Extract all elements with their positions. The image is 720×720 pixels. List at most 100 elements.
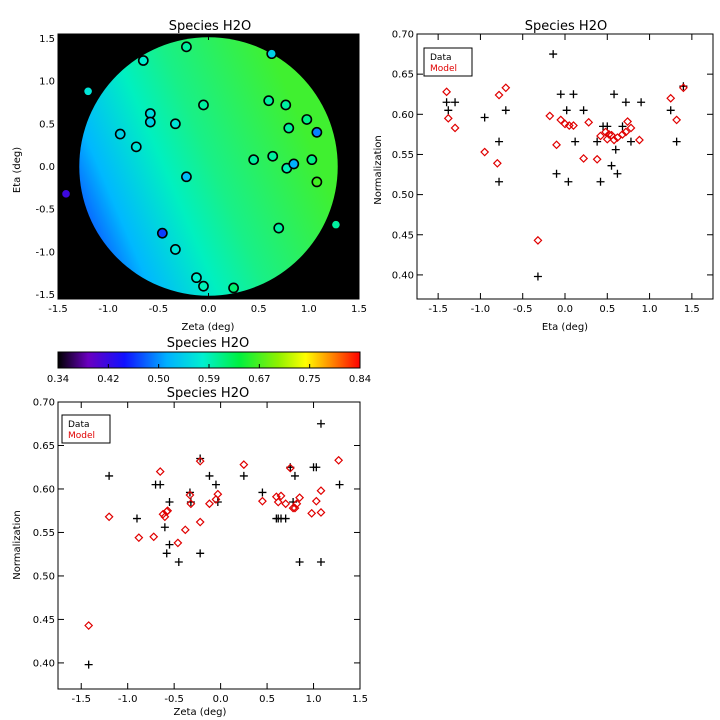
zeta-data-marker	[295, 558, 304, 567]
eta-xtick-label: 0.5	[599, 304, 615, 315]
eta-data-marker	[495, 137, 504, 146]
eta-model-marker	[579, 154, 589, 163]
eta-ylabel: Normalization	[373, 135, 384, 205]
map-data-point	[114, 128, 126, 140]
map-ytick-label: -0.5	[35, 205, 55, 216]
map-xtick-label: 0.5	[251, 304, 267, 315]
map-data-point	[82, 85, 94, 97]
eta-model-marker	[592, 154, 602, 164]
colorbar-tick-label: 0.34	[47, 374, 69, 385]
eta-model-marker	[584, 117, 594, 127]
zeta-data-marker	[335, 480, 344, 489]
zeta-model-marker	[211, 494, 221, 504]
zeta-model-marker	[186, 499, 196, 509]
eta-legend-data: Data	[430, 53, 452, 63]
zeta-xlabel: Zeta (deg)	[174, 707, 227, 718]
eta-model-marker	[442, 87, 452, 97]
zeta-model-marker	[295, 493, 305, 503]
eta-data-marker	[613, 169, 622, 178]
map-data-point	[273, 222, 285, 234]
map-xtick-label: -1.0	[98, 304, 118, 315]
zeta-data-marker	[174, 558, 183, 567]
zeta-data-marker	[84, 660, 93, 669]
map-data-point	[311, 176, 323, 188]
map-ytick-label: 0.0	[39, 162, 55, 173]
eta-legend-box	[423, 47, 473, 77]
zeta-model-marker	[281, 499, 291, 509]
eta-data-marker	[610, 90, 619, 99]
eta-data-marker	[556, 90, 565, 99]
zeta-model-marker	[160, 512, 170, 522]
eta-data-marker	[603, 122, 612, 131]
eta-xtick-label: 0.0	[557, 304, 573, 315]
zeta-model-marker	[257, 496, 267, 506]
eta-data-marker	[442, 98, 451, 107]
zeta-data-marker	[196, 454, 205, 463]
zeta-data-marker	[281, 514, 290, 523]
zeta-data-marker	[165, 540, 174, 549]
map-xlabel: Zeta (deg)	[182, 322, 235, 333]
zeta-data-marker	[290, 471, 299, 480]
eta-data-marker	[579, 106, 588, 115]
map-data-point	[130, 141, 142, 153]
eta-model-marker	[545, 111, 555, 121]
zeta-ytick-label: 0.55	[33, 528, 55, 539]
eta-data-marker	[626, 137, 635, 146]
map-data-point	[248, 154, 260, 166]
zeta-panel: Species H2O -1.5 -1.0 -0.5 0.0 0.5 1.0 1.5 0.40…	[12, 386, 368, 718]
eta-data-marker	[564, 177, 573, 186]
eta-model-marker	[623, 117, 633, 126]
zeta-legend-box	[61, 414, 111, 444]
eta-data-marker	[607, 161, 616, 170]
zeta-data-marker	[162, 549, 171, 558]
zeta-legend-data: Data	[68, 420, 90, 430]
zeta-data-marker	[160, 523, 169, 532]
colorbar-tick-label: 0.67	[248, 374, 270, 385]
eta-model-marker	[601, 127, 611, 137]
map-xtick-label: -0.5	[149, 304, 169, 315]
map-data-point	[137, 55, 149, 66]
eta-data-marker	[495, 177, 504, 186]
eta-legend: Data Model	[423, 47, 473, 77]
eta-data-marker	[562, 106, 571, 115]
colorbar-tick-label: 0.42	[97, 374, 119, 385]
zeta-data-marker	[239, 471, 248, 480]
map-xtick-label: 1.5	[351, 304, 367, 315]
zeta-model-marker	[316, 486, 326, 496]
eta-xtick-label: -0.5	[513, 304, 533, 315]
zeta-ytick-label: 0.65	[33, 441, 55, 452]
zeta-model-marker	[285, 463, 295, 473]
eta-data-marker	[666, 106, 675, 115]
eta-model-marker	[443, 113, 453, 123]
zeta-ytick-label: 0.60	[33, 484, 55, 495]
zeta-model-marker	[155, 467, 165, 477]
zeta-model-marker	[163, 506, 173, 516]
zeta-legend-model: Model	[68, 431, 95, 441]
map-data-point	[169, 118, 181, 130]
zeta-data-marker	[165, 498, 174, 507]
zeta-data-marker	[312, 463, 321, 472]
map-ytick-label: -1.5	[35, 290, 55, 301]
eta-data-marker	[501, 106, 510, 115]
eta-model-marker	[604, 129, 614, 139]
map-data-point	[228, 282, 239, 294]
zeta-data-marker	[185, 488, 194, 497]
eta-model-marker	[492, 158, 502, 168]
eta-ytick-label: 0.40	[392, 270, 414, 281]
zeta-ytick-label: 0.50	[33, 571, 55, 582]
eta-xlabel: Eta (deg)	[542, 322, 588, 333]
colorbar-tick-label: 0.50	[148, 374, 170, 385]
eta-data-marker	[611, 145, 620, 154]
eta-xtick-label: 1.5	[684, 304, 700, 315]
zeta-data-marker	[156, 480, 165, 489]
zeta-data-marker	[205, 471, 214, 480]
zeta-model-marker	[104, 512, 114, 522]
zeta-data-marker	[105, 471, 114, 480]
zeta-xtick-label: -1.0	[118, 694, 138, 705]
eta-model-marker	[672, 115, 682, 125]
zeta-model-marker	[180, 525, 190, 535]
zeta-data-marker	[258, 488, 267, 497]
zeta-ytick-label: 0.70	[33, 398, 55, 409]
zeta-data-marker	[132, 514, 141, 523]
map-data-point	[301, 114, 313, 125]
